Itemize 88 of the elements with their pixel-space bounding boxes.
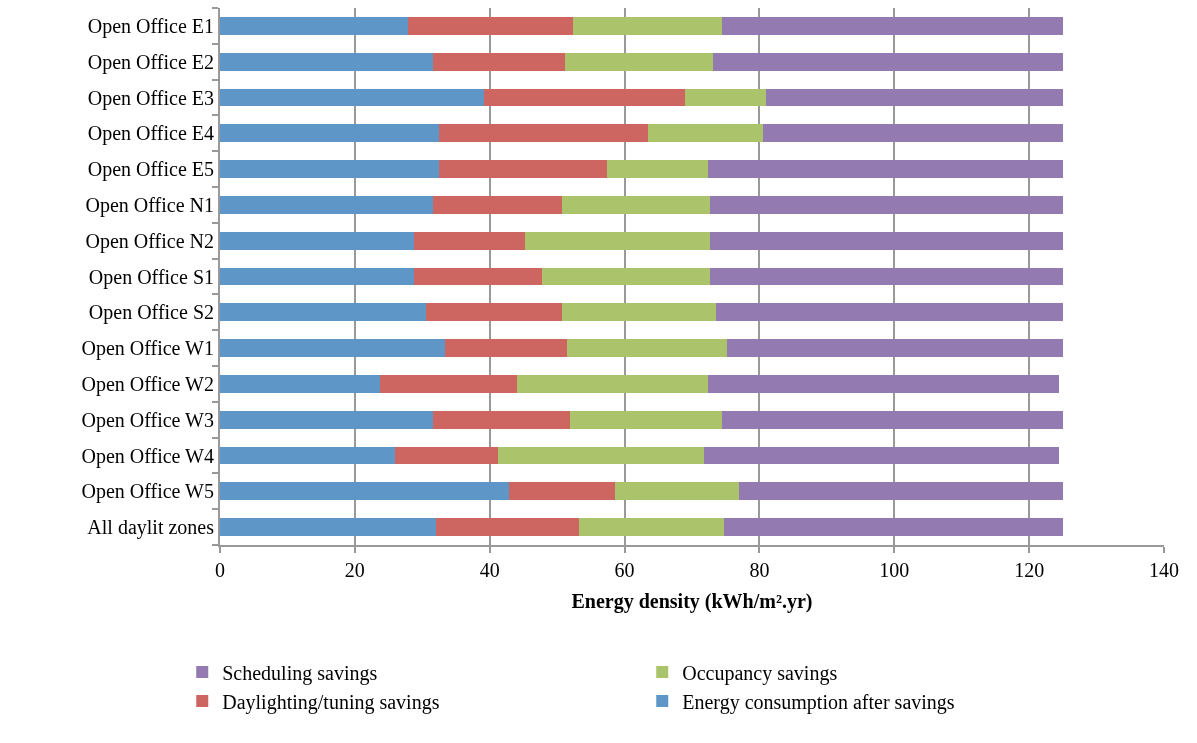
bar: [565, 52, 713, 71]
bar: [220, 52, 434, 71]
x-tick-label: 0: [215, 559, 225, 581]
x-tick-label: 20: [344, 559, 365, 581]
bar: [567, 339, 728, 358]
bar: [497, 446, 705, 465]
bar: [445, 339, 568, 358]
bar: [220, 160, 440, 179]
bar: [220, 195, 434, 214]
bar: [425, 303, 562, 322]
x-axis-title: Energy density (kWh/m².yr): [571, 590, 813, 613]
bar: [715, 303, 1063, 322]
bar: [220, 410, 434, 429]
y-tick-label: Open Office W5: [81, 480, 214, 504]
bar: [439, 124, 649, 143]
x-tick-label: 120: [1014, 559, 1045, 581]
bar: [712, 52, 1063, 71]
y-tick-label: Open Office W1: [81, 337, 214, 361]
bar: [648, 124, 764, 143]
x-tick-label: 80: [749, 559, 770, 581]
bar: [615, 482, 739, 501]
x-tick-label: 140: [1149, 559, 1179, 581]
bar: [484, 88, 686, 107]
bar: [220, 303, 426, 322]
legend-label: Daylighting/tuning savings: [222, 690, 440, 714]
y-tick-label: Open Office S2: [88, 301, 214, 325]
bar: [721, 410, 1063, 429]
bar: [542, 267, 711, 286]
bar: [685, 88, 767, 107]
legend-label: Energy consumption after savings: [682, 690, 955, 714]
bar: [220, 446, 395, 465]
x-tick-label: 40: [479, 559, 500, 581]
y-tick-label: Open Office E2: [87, 50, 214, 74]
legend-label: Occupancy savings: [682, 661, 838, 685]
bar: [414, 231, 526, 250]
bar: [704, 446, 1059, 465]
bar: [607, 160, 708, 179]
bar: [414, 267, 543, 286]
y-tick-label: Open Office S1: [88, 265, 214, 289]
bar: [578, 518, 725, 537]
bar: [707, 160, 1063, 179]
bar: [220, 88, 485, 107]
y-tick-label: Open Office W2: [81, 372, 214, 396]
bar: [433, 410, 570, 429]
bar: [220, 339, 446, 358]
y-tick-label: Open Office N2: [85, 229, 214, 253]
bar: [380, 374, 517, 393]
bar: [436, 518, 579, 537]
y-tick-label: Open Office E4: [87, 122, 214, 146]
bar: [721, 16, 1063, 35]
x-tick-label: 100: [879, 559, 910, 581]
bar: [710, 195, 1063, 214]
bar: [220, 124, 440, 143]
bar: [439, 160, 608, 179]
y-tick-label: Open Office W3: [81, 408, 214, 432]
y-tick-label: Open Office W4: [81, 444, 214, 468]
y-tick-label: Open Office E1: [87, 14, 214, 38]
bar: [738, 482, 1063, 501]
bar: [220, 267, 415, 286]
y-tick-label: Open Office E3: [87, 86, 214, 110]
bar: [408, 16, 574, 35]
bar: [220, 518, 437, 537]
x-tick-label: 60: [614, 559, 635, 581]
bar: [433, 195, 562, 214]
bar: [220, 16, 409, 35]
bar: [220, 374, 381, 393]
bar: [569, 410, 722, 429]
bar: [763, 124, 1063, 143]
bar: [724, 518, 1063, 537]
y-tick-label: Open Office E5: [87, 158, 214, 182]
bar: [727, 339, 1063, 358]
legend-label: Scheduling savings: [222, 661, 378, 685]
bar: [573, 16, 722, 35]
y-tick-label: All daylit zones: [87, 516, 215, 540]
bar: [525, 231, 711, 250]
bar: [433, 52, 566, 71]
y-tick-label: Open Office N1: [85, 193, 214, 217]
bar: [707, 374, 1059, 393]
bar: [710, 231, 1063, 250]
bar: [561, 195, 711, 214]
bar: [509, 482, 616, 501]
bar: [561, 303, 716, 322]
bar: [766, 88, 1063, 107]
bar: [394, 446, 498, 465]
bar: [220, 482, 510, 501]
bar: [220, 231, 415, 250]
bar: [516, 374, 708, 393]
bar: [710, 267, 1063, 286]
